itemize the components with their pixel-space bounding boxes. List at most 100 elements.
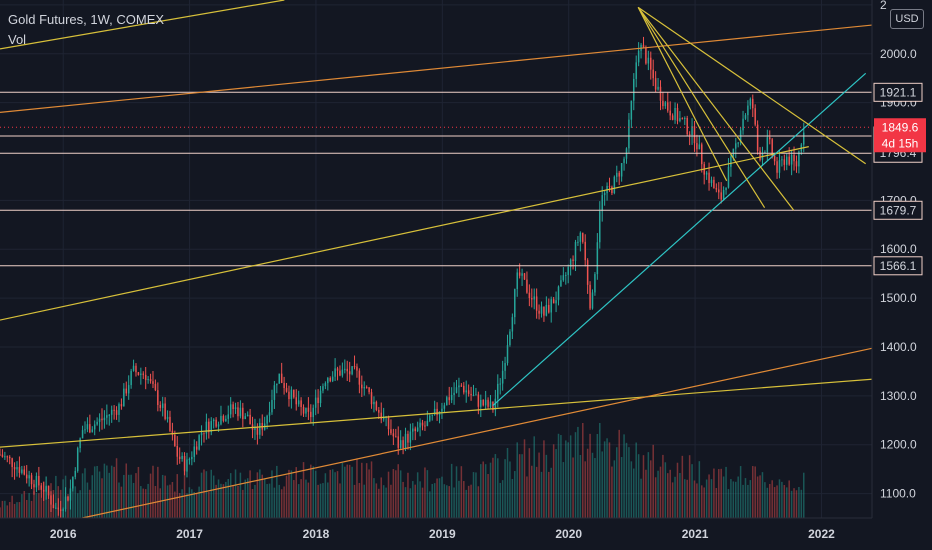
price-tick-label: 1300.0: [880, 389, 917, 403]
volume-bar: [523, 439, 526, 518]
volume-bar: [511, 479, 514, 518]
volume-bar: [710, 479, 713, 518]
volume-bar: [521, 454, 523, 518]
volume-bar: [47, 491, 50, 518]
candle-body: [450, 394, 453, 401]
candle-body: [645, 47, 647, 64]
volume-bar: [229, 473, 232, 518]
candle-body: [744, 115, 747, 119]
volume-bar: [307, 482, 310, 518]
volume-bar: [365, 463, 368, 518]
volume-bar: [33, 491, 35, 518]
volume-bar: [463, 481, 465, 518]
volume-bar: [142, 488, 145, 518]
volume-bar: [676, 462, 679, 518]
candle-body: [416, 427, 419, 432]
candle-body: [688, 134, 691, 136]
candle-body: [210, 421, 213, 432]
volume-bar: [113, 466, 115, 518]
volume-bar: [261, 474, 264, 518]
volume-bar: [620, 457, 623, 518]
volume-bar: [696, 483, 698, 518]
candle-body: [783, 159, 786, 165]
volume-bar: [455, 466, 458, 518]
volume-bar: [81, 473, 84, 518]
candle-body: [62, 509, 64, 511]
candle-body: [421, 422, 424, 426]
volume-bar: [293, 480, 295, 518]
volume-bar: [681, 455, 684, 518]
candle-body: [531, 298, 533, 300]
candle-body: [599, 211, 601, 243]
candle-body: [596, 242, 599, 275]
candle-body: [246, 414, 249, 417]
volume-bar: [341, 462, 344, 518]
candle-body: [64, 496, 67, 510]
candle-body: [319, 390, 322, 404]
currency-button[interactable]: USD: [890, 9, 924, 29]
candle-body: [550, 299, 552, 313]
level-label-box: [873, 200, 923, 220]
candle-body: [123, 388, 125, 407]
candle-body: [669, 110, 671, 116]
candle-body: [528, 292, 531, 299]
price-tick-label: 1200.0: [880, 438, 917, 452]
volume-bar: [314, 470, 317, 518]
candle-body: [628, 119, 630, 149]
trendline: [0, 378, 879, 448]
candle-body: [193, 446, 196, 457]
candle-body: [387, 416, 390, 430]
candle-body: [195, 446, 198, 450]
volume-bar: [67, 494, 69, 518]
volume-bar: [414, 484, 416, 518]
volume-bar: [278, 484, 281, 518]
volume-bar: [684, 479, 686, 518]
candle-body: [329, 378, 331, 382]
candle-body: [565, 274, 567, 276]
candle-body: [747, 105, 749, 116]
volume-bar: [324, 473, 327, 518]
candle-body: [200, 432, 203, 436]
candle-body: [407, 433, 409, 443]
volume-bar: [472, 472, 475, 518]
candle-body: [696, 143, 698, 150]
volume-bar: [764, 482, 766, 518]
volume-bar: [152, 465, 154, 518]
volume-bar: [531, 465, 533, 518]
candle-body: [358, 370, 361, 385]
candle-body: [254, 427, 256, 430]
volume-bar: [346, 464, 348, 518]
volume-bar: [582, 423, 584, 518]
candle-body: [679, 118, 681, 122]
volume-bar: [795, 490, 798, 518]
volume-bar: [499, 482, 501, 518]
candle-body: [557, 286, 560, 301]
candle-body: [540, 306, 543, 314]
candle-body: [441, 408, 443, 412]
volume-bar: [208, 491, 210, 518]
volume-bar: [305, 479, 307, 518]
volume-bar: [125, 463, 128, 518]
candle-body: [297, 400, 300, 405]
volume-bar: [144, 489, 147, 518]
candle-body: [353, 366, 356, 368]
volume-bar: [35, 492, 38, 518]
candle-body: [227, 414, 230, 419]
volume-bar: [358, 483, 361, 518]
volume-bar: [166, 485, 169, 518]
volume-bar: [200, 472, 203, 518]
volume-bar: [378, 488, 380, 518]
trendline: [637, 6, 795, 211]
candle-body: [749, 98, 752, 106]
candle-body: [89, 424, 91, 433]
volume-bar: [778, 479, 781, 518]
candle-body: [47, 485, 50, 496]
volume-bar: [647, 452, 650, 518]
candle-body: [132, 365, 135, 371]
volume-bar: [108, 472, 111, 518]
candle-body: [295, 397, 297, 405]
volume-bar: [249, 470, 251, 518]
candle-body: [361, 384, 363, 389]
